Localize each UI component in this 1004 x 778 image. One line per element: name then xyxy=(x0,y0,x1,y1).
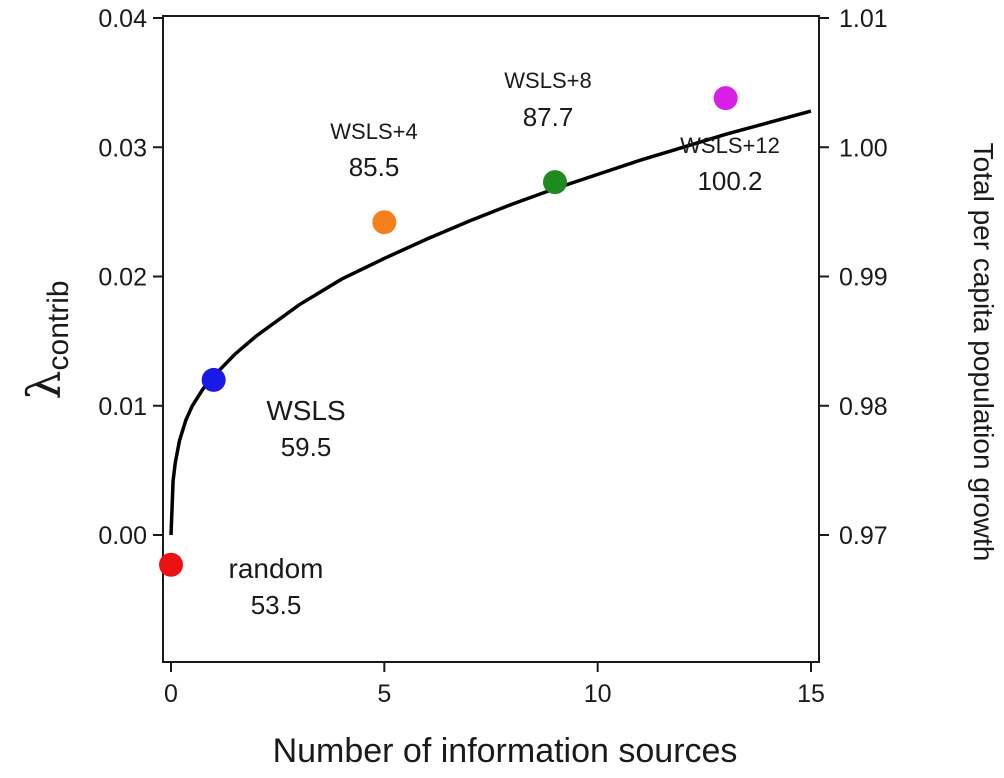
y-tick-label: 0.00 xyxy=(98,522,147,550)
y-tick-label: 0.02 xyxy=(98,264,147,292)
data-point-wsls-plus-12 xyxy=(713,86,738,111)
annotation-label-wsls12: WSLS+12 xyxy=(680,133,780,158)
data-point-wsls-plus-8 xyxy=(543,170,567,195)
annotation-value-wsls: 59.5 xyxy=(281,432,332,462)
annotation-label-wsls4: WSLS+4 xyxy=(330,119,417,144)
y-tick-label: 0.01 xyxy=(98,393,147,421)
x-tick-label: 5 xyxy=(377,680,391,708)
annotation-value-wsls12: 100.2 xyxy=(697,166,762,196)
x-axis-title: Number of information sources xyxy=(273,732,738,770)
annotation-value-wsls8: 87.7 xyxy=(523,102,574,132)
y2-tick-label: 0.98 xyxy=(839,393,888,421)
plot-frame xyxy=(162,15,820,663)
y-axis-title-text: λcontrib xyxy=(17,280,75,399)
point-annotations: random 53.5 WSLS 59.5 WSLS+4 85.5 WSLS+8… xyxy=(229,68,780,620)
data-points xyxy=(159,86,738,577)
data-point-wsls xyxy=(201,367,226,392)
x-tick-label: 10 xyxy=(584,680,612,708)
annotation-label-wsls8: WSLS+8 xyxy=(504,68,591,93)
y2-axis-ticks: 0.97 0.98 0.99 1.00 1.01 xyxy=(819,5,888,550)
y2-tick-label: 0.99 xyxy=(839,264,888,292)
y2-axis-title: Total per capita population growth xyxy=(968,143,999,562)
x-axis-ticks: 0 5 10 15 xyxy=(164,662,825,708)
annotation-value-wsls4: 85.5 xyxy=(349,152,400,182)
fit-curve-line xyxy=(169,109,812,536)
x-tick-label: 0 xyxy=(164,680,178,708)
y2-tick-label: 0.97 xyxy=(839,522,888,550)
y-axis-subscript: contrib xyxy=(42,280,75,370)
y-axis-lambda-symbol: λ xyxy=(17,370,71,399)
annotation-label-random: random xyxy=(229,553,324,584)
y-tick-label: 0.03 xyxy=(98,134,147,162)
annotation-label-wsls: WSLS xyxy=(266,395,345,426)
data-point-wsls-plus-4 xyxy=(372,210,397,235)
y-axis-title: λcontrib xyxy=(17,280,75,399)
y-axis-ticks: 0.00 0.01 0.02 0.03 0.04 xyxy=(98,5,163,550)
y2-tick-label: 1.01 xyxy=(839,5,888,33)
y2-tick-label: 1.00 xyxy=(839,134,888,162)
y-tick-label: 0.04 xyxy=(98,5,147,33)
annotation-value-random: 53.5 xyxy=(251,590,302,620)
x-tick-label: 15 xyxy=(797,680,825,708)
data-point-random xyxy=(159,552,183,577)
